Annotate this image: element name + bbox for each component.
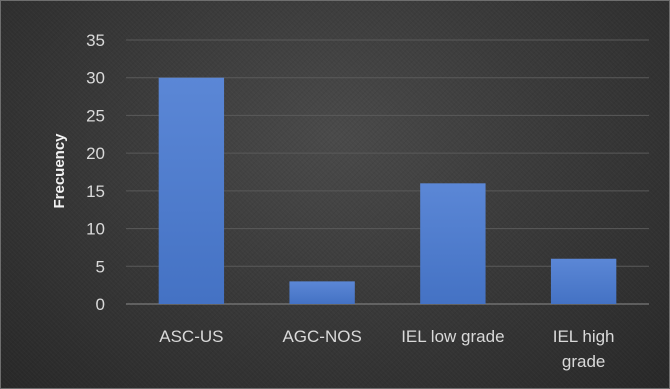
x-axis-categories: ASC-US AGC-NOS IEL low grade IEL high grade (159, 327, 614, 371)
bar-iel-low-grade (420, 183, 486, 304)
y-axis-title: Frecuency (51, 133, 68, 209)
x-category-label-line: IEL low grade (401, 327, 504, 346)
bar-agc-nos (289, 281, 355, 304)
x-category-label-line: ASC-US (159, 327, 223, 346)
x-category-label: ASC-US (159, 327, 223, 346)
y-tick-label: 0 (96, 295, 105, 314)
x-category-label: AGC-NOS (282, 327, 361, 346)
y-tick-label: 10 (86, 220, 105, 239)
y-tick-label: 5 (96, 257, 105, 276)
y-tick-label: 35 (86, 31, 105, 50)
y-tick-label: 30 (86, 69, 105, 88)
x-category-label-line: AGC-NOS (282, 327, 361, 346)
bars (158, 77, 617, 304)
x-category-label: IEL low grade (401, 327, 504, 346)
y-tick-label: 20 (86, 144, 105, 163)
bar-asc-us (158, 77, 225, 304)
x-category-label-line: grade (562, 352, 605, 371)
y-tick-label: 15 (86, 182, 105, 201)
x-category-label: IEL high grade (553, 327, 615, 371)
x-category-label-line: IEL high (553, 327, 615, 346)
bar-iel-high-grade (550, 258, 617, 304)
y-axis-ticks: 0 5 10 15 20 25 30 35 (86, 31, 105, 314)
y-tick-label: 25 (86, 106, 105, 125)
